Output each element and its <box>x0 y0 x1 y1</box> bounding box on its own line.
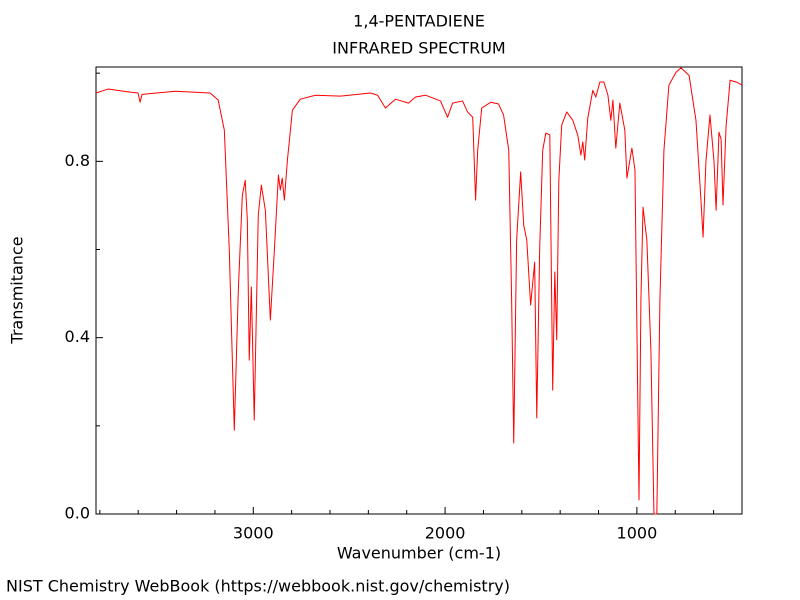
x-tick-label: 1000 <box>617 524 658 543</box>
x-tick-label: 3000 <box>233 524 274 543</box>
spectrum-line <box>95 67 743 515</box>
y-tick-label: 0.4 <box>65 327 90 346</box>
x-axis-label: Wavenumber (cm-1) <box>337 544 501 563</box>
y-axis-label: Transmitance <box>8 236 27 344</box>
plot-frame <box>95 66 743 515</box>
chart-subtitle: INFRARED SPECTRUM <box>332 39 505 58</box>
x-tick-label: 2000 <box>425 524 466 543</box>
y-tick-label: 0.0 <box>65 504 90 523</box>
y-tick-label: 0.8 <box>65 151 90 170</box>
chart-title: 1,4-PENTADIENE <box>353 12 485 31</box>
source-note: NIST Chemistry WebBook (https://webbook.… <box>6 577 510 596</box>
